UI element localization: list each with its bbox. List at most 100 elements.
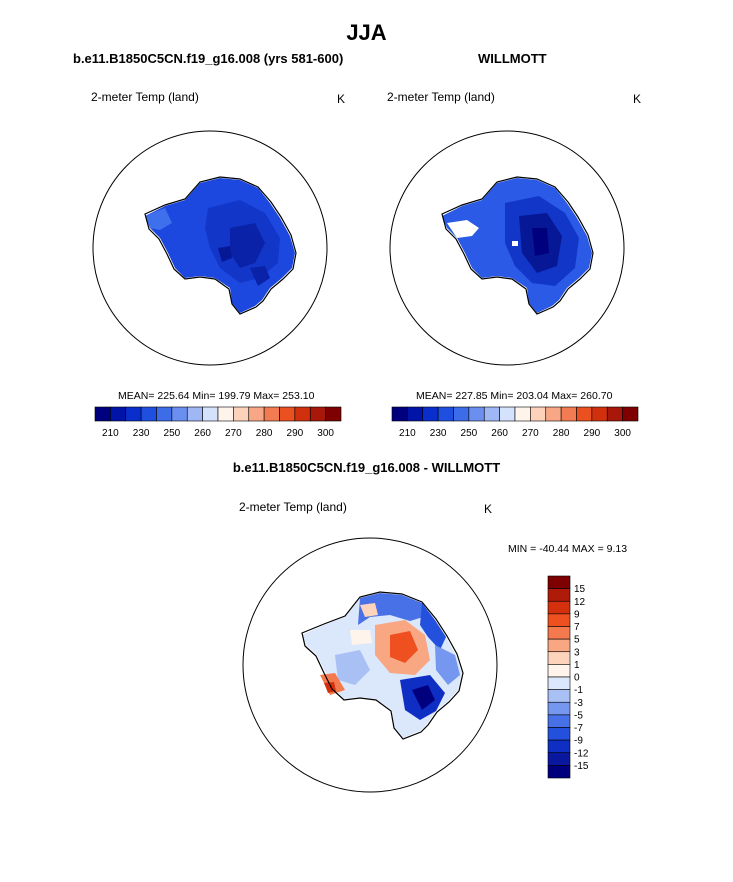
panel-1-colorbar-box	[94, 406, 111, 422]
panel-1-units: K	[337, 92, 346, 106]
panel-3-colorbar-tick-label: 7	[574, 622, 580, 633]
panel-2-variable: 2-meter Temp (land)	[387, 90, 495, 104]
panel-1-colorbar-tick-label: 300	[317, 428, 334, 439]
panel-3-colorbar-tick-label: 5	[574, 635, 580, 646]
panel-2-stats: MEAN= 227.85 Min= 203.04 Max= 260.70	[416, 390, 613, 402]
panel-3-map	[242, 537, 498, 793]
panel-3-colorbar-box	[547, 765, 571, 779]
panel-2-colorbar-box	[606, 406, 623, 422]
panel-3-coastline	[301, 591, 464, 740]
panel-2-colorbar-box	[591, 406, 608, 422]
panel-1-colorbar-box	[309, 406, 326, 422]
panel-3-colorbar-box	[547, 588, 571, 602]
panel-1-colorbar-box	[263, 406, 280, 422]
panel-2-colorbar-tick-label: 210	[399, 428, 416, 439]
panel-3-colorbar-box	[547, 676, 571, 690]
panel-1-colorbar: 210 230 250 260 270 280 290 300	[94, 406, 342, 439]
panel-2-colorbar-tick-label: 230	[430, 428, 447, 439]
panel-1-coastline	[144, 176, 297, 315]
panel-3-colorbar-box	[547, 689, 571, 703]
panel-3-colorbar-box	[547, 613, 571, 627]
panel-1-colorbar-box	[171, 406, 188, 422]
panel-1-map	[92, 130, 328, 366]
panel-2-colorbar-box	[514, 406, 531, 422]
panel-1-variable: 2-meter Temp (land)	[91, 90, 199, 104]
panel-3-colorbar-box	[547, 575, 571, 589]
panel-2-colorbar-box	[499, 406, 516, 422]
panel-2-colorbar-box	[437, 406, 454, 422]
panel-2-colorbar-box	[391, 406, 408, 422]
panel-2-colorbar-box	[453, 406, 470, 422]
panel-3-colorbar-box	[547, 701, 571, 716]
panel-2-colorbar-box	[468, 406, 485, 422]
panel-3-title: b.e11.B1850C5CN.f19_g16.008 - WILLMOTT	[232, 460, 501, 475]
panel-1-colorbar-box	[110, 406, 127, 422]
panel-1-title: b.e11.B1850C5CN.f19_g16.008 (yrs 581-600…	[73, 51, 344, 66]
panel-3-variable: 2-meter Temp (land)	[239, 500, 347, 514]
panel-1-colorbar-tick-label: 230	[133, 428, 150, 439]
panel-1-colorbar-box	[294, 406, 311, 422]
panel-1-colorbar-tick-label: 280	[256, 428, 273, 439]
panel-3-colorbar-tick-label: -3	[574, 698, 583, 709]
panel-3-units: K	[484, 502, 493, 516]
page-title: JJA	[346, 20, 387, 45]
panel-3-colorbar-box	[547, 664, 571, 678]
panel-1-colorbar-box	[325, 406, 342, 422]
panel-2-colorbar: 210 230 250 260 270 280 290 300	[391, 406, 639, 439]
panel-3-antarctica-field	[302, 593, 462, 738]
panel-1-colorbar-box	[279, 406, 296, 422]
panel-1-colorbar-box	[233, 406, 250, 422]
panel-3-colorbar-tick-label: -9	[574, 736, 583, 747]
panel-3-colorbar-tick-label: 1	[574, 660, 580, 671]
panel-3-colorbar-tick-label: 3	[574, 647, 580, 658]
panel-2-colorbar-tick-label: 290	[584, 428, 601, 439]
panel-1-colorbar-tick-label: 270	[225, 428, 242, 439]
panel-3-colorbar-tick-label: -7	[574, 723, 583, 734]
panel-3-colorbar-box	[547, 638, 571, 653]
panel-1-colorbar-tick-label: 260	[194, 428, 211, 439]
panel-2-colorbar-tick-label: 250	[461, 428, 478, 439]
panel-3-colorbar-box	[547, 651, 571, 665]
panel-3-colorbar-tick-label: -1	[574, 685, 583, 696]
panel-3-colorbar-tick-label: 9	[574, 609, 580, 620]
panel-3-stats: MIN = -40.44 MAX = 9.13	[508, 543, 628, 555]
panel-3-colorbar-tick-label: 12	[574, 597, 586, 608]
panel-2-colorbar-tick-label: 260	[491, 428, 508, 439]
panel-1-colorbar-box	[125, 406, 142, 422]
panel-2-colorbar-box	[483, 406, 500, 422]
panel-1-stats: MEAN= 225.64 Min= 199.79 Max= 253.10	[118, 390, 315, 402]
panel-1-colorbar-box	[202, 406, 219, 422]
panel-1-colorbar-box	[140, 406, 157, 422]
panel-2-map	[389, 130, 625, 366]
panel-2-colorbar-box	[407, 406, 424, 422]
panel-3-colorbar-box	[547, 727, 571, 741]
panel-2-coastline	[441, 176, 594, 315]
panel-3-colorbar-tick-label: -5	[574, 710, 583, 721]
panel-2-colorbar-box	[530, 406, 547, 422]
panel-2-colorbar-tick-label: 270	[522, 428, 539, 439]
panel-2-colorbar-tick-label: 280	[553, 428, 570, 439]
panel-3-colorbar-tick-label: 15	[574, 584, 586, 595]
panel-2-units: K	[633, 92, 642, 106]
panel-1-antarctica-field	[145, 178, 295, 313]
panel-1-colorbar-tick-label: 210	[102, 428, 119, 439]
panel-2-colorbar-box	[576, 406, 593, 422]
panel-2-title: WILLMOTT	[478, 51, 547, 66]
panel-3-colorbar-tick-label: -12	[574, 748, 589, 759]
panel-2-antarctica-field	[442, 178, 592, 313]
panel-3-colorbar-tick-label: -15	[574, 761, 589, 772]
panel-2-colorbar-box	[545, 406, 562, 422]
panel-3-colorbar-box	[547, 626, 571, 640]
panel-3-colorbar-box	[547, 600, 571, 615]
panel-3-colorbar-box	[547, 714, 571, 728]
panel-1-colorbar-box	[156, 406, 173, 422]
panel-1-colorbar-tick-label: 290	[287, 428, 304, 439]
panel-1-colorbar-box	[248, 406, 265, 422]
panel-2-colorbar-box	[422, 406, 439, 422]
panel-3-colorbar-box	[547, 739, 571, 754]
panel-3-colorbar-tick-label: 0	[574, 673, 580, 684]
panel-1-colorbar-box	[217, 406, 234, 422]
panel-2-colorbar-tick-label: 300	[614, 428, 631, 439]
panel-2-colorbar-box	[560, 406, 577, 422]
panel-1-colorbar-tick-label: 250	[164, 428, 181, 439]
